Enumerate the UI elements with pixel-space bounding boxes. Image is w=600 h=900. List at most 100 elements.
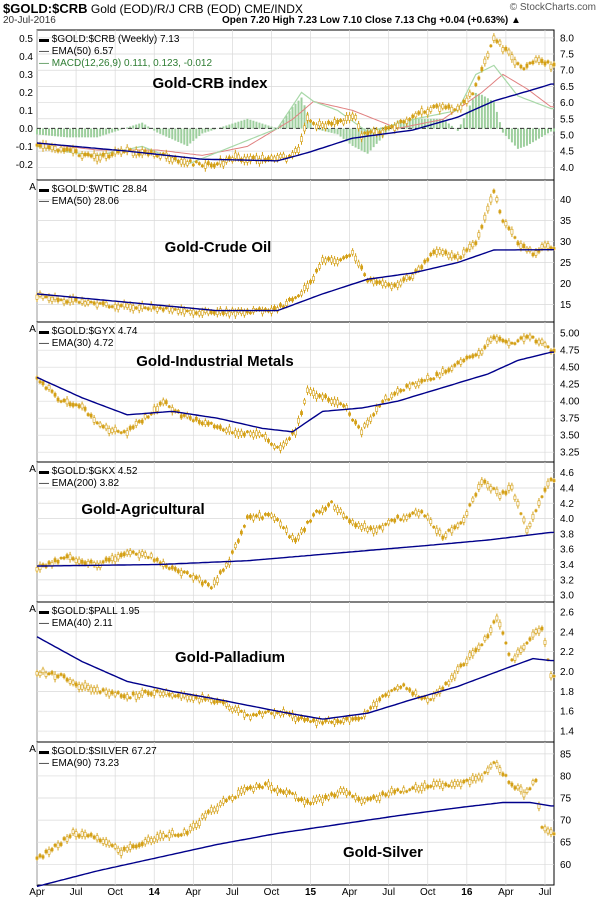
y-tick-label: 70	[560, 816, 572, 827]
macd-histogram-bar	[90, 128, 93, 138]
price-candle	[390, 689, 394, 692]
price-candle	[104, 153, 108, 159]
price-candle	[348, 114, 352, 121]
price-candle	[167, 306, 171, 312]
macd-histogram-bar	[156, 128, 159, 133]
price-candle	[215, 577, 219, 583]
price-candle	[540, 826, 544, 829]
price-candle	[239, 530, 243, 535]
price-candle	[531, 335, 535, 339]
legend-price: ▬ $GOLD:$GKX 4.52	[39, 466, 138, 477]
price-candle	[381, 280, 385, 286]
y-tick-label: 20	[560, 279, 572, 290]
price-candle	[179, 570, 183, 576]
price-candle	[384, 395, 388, 400]
price-candle	[381, 525, 385, 531]
price-candle	[465, 511, 469, 516]
price-candle	[531, 631, 535, 638]
price-candle	[65, 554, 69, 558]
price-candle	[110, 690, 114, 695]
price-candle	[552, 675, 556, 678]
price-candle	[279, 154, 282, 159]
price-candle	[486, 767, 490, 773]
price-candle	[206, 421, 210, 426]
price-candle	[477, 484, 481, 490]
price-candle	[212, 424, 216, 429]
price-candle	[471, 354, 475, 358]
price-candle	[372, 795, 376, 799]
macd-histogram-bar	[96, 128, 99, 138]
price-candle	[312, 797, 315, 803]
macd-histogram-bar	[291, 106, 294, 129]
price-candle	[444, 250, 448, 255]
price-candle	[372, 528, 376, 534]
macd-histogram-bar	[234, 122, 237, 129]
price-candle	[71, 557, 75, 561]
price-candle	[477, 644, 481, 650]
price-candle	[155, 406, 159, 412]
price-candle	[252, 515, 255, 521]
price-candle	[191, 822, 195, 829]
price-candle	[41, 668, 45, 674]
price-candle	[239, 430, 243, 436]
price-candle	[86, 413, 90, 416]
price-candle	[495, 336, 499, 342]
price-candle	[83, 682, 87, 689]
macd-histogram-bar	[519, 128, 522, 148]
macd-histogram-bar	[225, 125, 228, 129]
price-candle	[182, 308, 186, 315]
y-tick-label: 8.0	[560, 33, 574, 44]
price-candle	[495, 762, 499, 767]
price-candle	[98, 838, 102, 843]
macd-histogram-bar	[144, 124, 147, 129]
price-candle	[435, 781, 439, 786]
macd-histogram-bar	[363, 128, 366, 153]
price-candle	[408, 688, 412, 692]
price-candle	[477, 232, 481, 238]
price-candle	[474, 493, 478, 497]
price-candle	[161, 833, 165, 839]
price-candle	[468, 779, 472, 785]
price-candle	[188, 826, 192, 832]
price-candle	[243, 786, 246, 793]
price-candle	[236, 431, 240, 437]
price-candle	[83, 301, 87, 306]
price-candle	[119, 849, 123, 856]
price-candle	[95, 302, 99, 308]
y-tick-label: 6.0	[560, 98, 574, 109]
price-candle	[243, 525, 246, 528]
price-candle	[537, 339, 541, 345]
macd-histogram-bar	[264, 124, 267, 129]
price-candle	[357, 123, 361, 129]
price-candle	[137, 304, 141, 311]
price-candle	[122, 846, 126, 851]
price-candle	[209, 698, 213, 703]
price-candle	[513, 495, 517, 500]
price-candle	[402, 389, 406, 392]
price-candle	[233, 543, 237, 549]
price-candle	[164, 834, 168, 838]
price-candle	[62, 556, 66, 560]
price-candle	[498, 40, 502, 45]
price-candle	[438, 529, 442, 535]
price-candle	[474, 776, 478, 782]
price-candle	[279, 711, 282, 716]
price-candle	[531, 60, 535, 65]
legend-price: ▬ $GOLD:$PALL 1.95	[39, 606, 140, 617]
price-candle	[140, 419, 144, 424]
price-candle	[321, 257, 324, 263]
y-tick-label: 4.50	[560, 363, 580, 374]
price-candle	[513, 655, 517, 661]
price-candle	[158, 832, 162, 839]
price-candle	[113, 426, 117, 433]
ema-line	[36, 83, 554, 162]
price-candle	[474, 648, 478, 652]
macd-histogram-bar	[534, 128, 537, 141]
macd-histogram-bar	[486, 98, 489, 129]
y-tick-label: 3.8	[560, 529, 574, 540]
price-candle	[218, 158, 222, 165]
price-candle	[549, 64, 553, 70]
price-candle	[330, 399, 333, 404]
price-candle	[318, 510, 321, 514]
macd-histogram-bar	[399, 120, 402, 129]
